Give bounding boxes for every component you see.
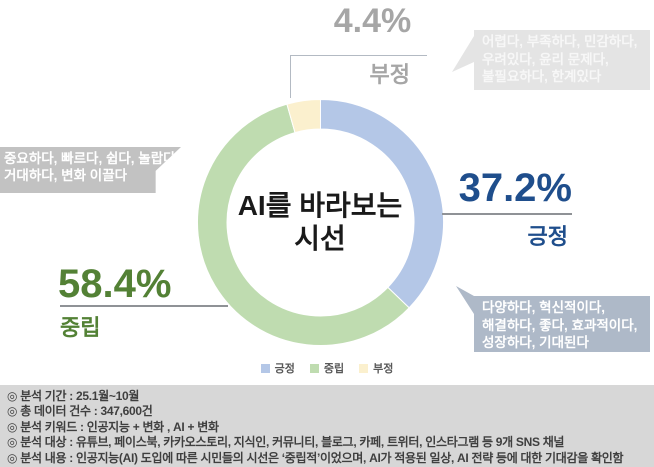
analysis-period: ◎ 분석 기간 : 25.1월~10월 [7,389,140,403]
negative-keywords-line: 불필요하다, 한계있다 [482,69,602,84]
neutral-percent-value: 58.4% [58,262,172,306]
neutral-keywords-callout: 중요하다, 빠르다, 쉽다, 놀랍다, 거대하다, 변화 이끌다 [0,147,181,193]
positive-keywords-line: 다양하다, 혁신적이다, [482,300,606,315]
analysis-data-count: ◎ 총 데이터 건수 : 347,600건 [7,404,153,419]
neutral-leader-line [60,305,228,307]
neutral-keywords-line: 거대하다, 변화 이끌다 [4,168,128,183]
positive-percent-value: 37.2% [458,166,572,210]
neutral-category-label: 중립 [60,315,101,340]
donut-slice-1 [197,103,410,346]
analysis-summary: ◎ 분석 내용 : 인공지능(AI) 도입에 따른 시민들의 시선은 ‘중립적’… [7,450,624,465]
chart-center-title: AI를 바라보는 시선 [212,189,428,255]
negative-percent-value: 4.4% [333,2,412,40]
positive-swatch-icon [260,363,270,373]
negative-leader-line-vertical [290,55,291,98]
chart-center-title-line2: 시선 [294,223,346,254]
negative-category-label: 부정 [369,62,410,87]
legend-label-negative: 부정 [373,363,394,375]
positive-keywords-line: 성장하다, 기대된다 [482,335,589,350]
legend-label-neutral: 중립 [323,363,345,375]
legend-item-negative: 부정 [359,360,393,376]
analysis-info-panel: ◎ 분석 기간 : 25.1월~10월 ◎ 총 데이터 건수 : 347,600… [0,385,654,467]
donut-chart-svg [197,98,444,346]
chart-legend: 긍정 중립 부정 [0,360,654,376]
negative-keywords-line: 우려있다, 윤리 문제다, [482,51,609,67]
positive-leader-line [442,213,572,215]
legend-label-positive: 긍정 [274,363,295,375]
negative-keywords-callout: 어렵다, 부족하다, 민감하다, 우려있다, 윤리 문제다, 불필요하다, 한계… [452,30,650,90]
analysis-keywords: ◎ 분석 키워드 : 인공지능 + 변화 , AI + 변화 [7,419,219,434]
neutral-keywords-line: 중요하다, 빠르다, 쉽다, 놀랍다, [4,151,180,166]
analysis-sources: ◎ 분석 대상 : 유튜브, 페이스북, 카카오스토리, 지식인, 커뮤니티, … [7,435,565,450]
neutral-swatch-icon [309,363,319,373]
donut-slice-2 [286,98,321,134]
positive-category-label: 긍정 [527,224,568,249]
positive-keywords-callout: 다양하다, 혁신적이다, 해결하다, 좋다, 효과적이다, 성장하다, 기대된다 [456,286,650,352]
negative-keywords-line: 어렵다, 부족하다, 민감하다, [482,34,638,49]
donut-chart [197,98,444,346]
chart-center-title-line1: AI를 바라보는 [237,190,403,221]
negative-leader-line-horizontal [290,55,427,56]
positive-keywords-line: 해결하다, 좋다, 효과적이다, [482,317,638,333]
legend-item-positive: 긍정 [260,360,295,376]
legend-item-neutral: 중립 [309,360,345,376]
negative-swatch-icon [359,363,369,373]
